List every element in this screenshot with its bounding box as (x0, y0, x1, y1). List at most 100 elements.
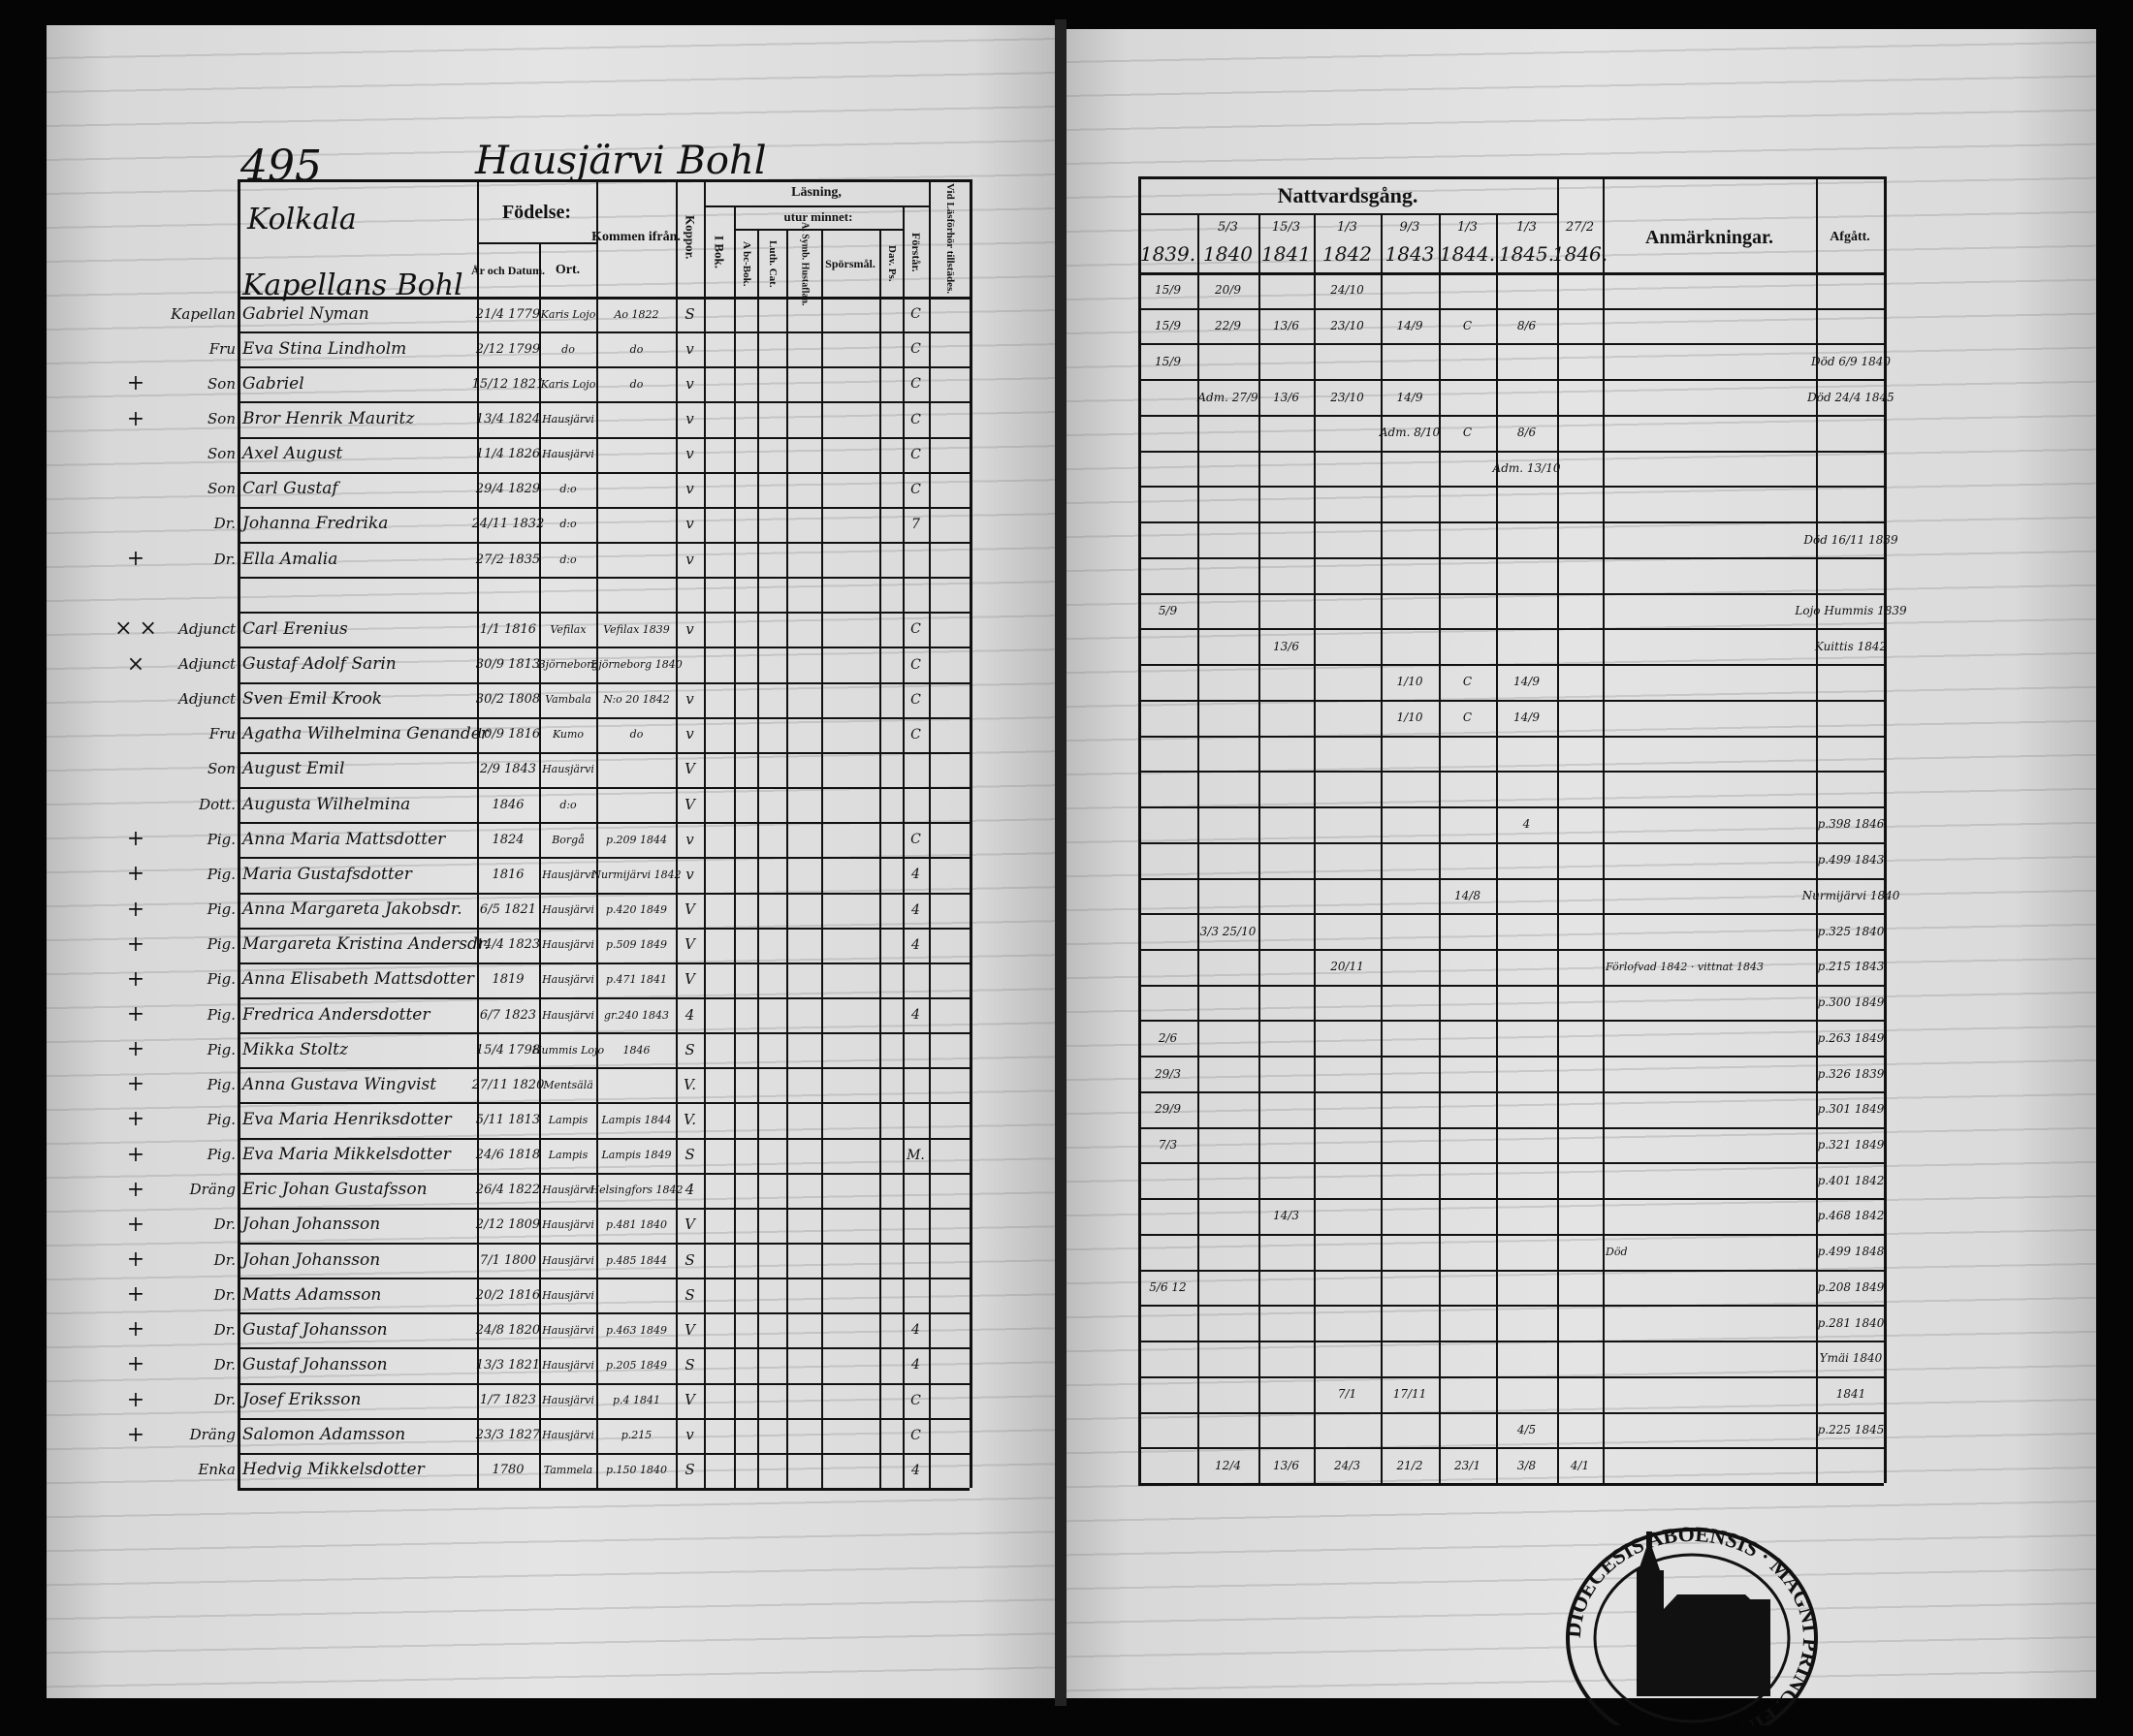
person-name: Hedvig Mikkelsdotter (242, 1460, 425, 1480)
birth-date: 30/2 1808 (475, 692, 541, 708)
understands-mark (903, 1173, 929, 1208)
margin-mark: + (126, 862, 145, 887)
communion-entry (1496, 593, 1557, 629)
diocese-seal-stamp: DIOECESIS ABOENSIS · MAGNI PRINC. FINL. (1561, 1522, 1823, 1725)
communion-entry: Adm. 27/9 (1197, 390, 1258, 404)
understands-mark: 4 (911, 1357, 920, 1373)
column-rule (970, 179, 972, 1488)
communion-entry (1138, 628, 1197, 664)
moved-from: p.150 1840 (605, 1464, 668, 1477)
communion-entry (1557, 1305, 1603, 1341)
header-afgatt: Afgått. (1830, 229, 1870, 244)
column-rule (1603, 176, 1605, 1483)
smallpox-mark: v (685, 550, 694, 568)
communion-year-header: 1844. (1439, 242, 1496, 266)
communion-entry (1258, 557, 1314, 593)
communion-entry (1314, 842, 1381, 878)
person-name: Johan Johansson (242, 1249, 381, 1270)
communion-entry (1138, 913, 1197, 949)
communion-entry (1381, 272, 1439, 308)
communion-entry (1557, 343, 1603, 379)
communion-entry (1496, 985, 1557, 1021)
moved-from: p.4 1841 (612, 1394, 661, 1407)
birth-place: Tammela (543, 1464, 593, 1477)
communion-entry (1557, 664, 1603, 700)
smallpox-mark: V (684, 795, 695, 813)
communion-entry (1439, 1341, 1496, 1376)
communion-entry (1197, 557, 1258, 593)
departure-entry: p.401 1842 (1817, 1173, 1885, 1187)
communion-entry (1197, 1020, 1258, 1056)
margin-mark: × (126, 651, 145, 677)
understands-mark: 4 (911, 1462, 920, 1478)
communion-entry (1381, 1412, 1439, 1448)
margin-mark: + (126, 406, 145, 431)
communion-entry (1314, 736, 1381, 772)
remark (1606, 1412, 1813, 1448)
margin-mark (116, 507, 155, 542)
household-role: Dr. (213, 1285, 236, 1304)
communion-entry (1258, 878, 1314, 914)
birth-date: 21/4 1779 (475, 306, 541, 322)
departure-entry: p.208 1849 (1817, 1279, 1885, 1294)
communion-entry (1496, 1127, 1557, 1163)
person-name: Gustaf Johansson (242, 1354, 388, 1374)
birth-date: 14/4 1823 (475, 937, 541, 953)
communion-year-header: 1846. (1551, 242, 1608, 266)
smallpox-mark: V. (684, 1110, 696, 1128)
communion-entry (1138, 1234, 1197, 1270)
communion-entry (1496, 1234, 1557, 1270)
communion-entry (1496, 628, 1557, 664)
row-rule (1138, 1127, 1884, 1129)
communion-entry: 1/10 (1396, 675, 1423, 689)
communion-entry (1314, 771, 1381, 806)
row-rule (238, 1067, 970, 1069)
person-name: Anna Maria Mattsdotter (242, 829, 446, 849)
communion-entry: 29/9 (1155, 1102, 1181, 1117)
communion-entry (1258, 272, 1314, 308)
birth-place: Hausjärvi (542, 1429, 594, 1442)
departure-entry: p.281 1840 (1817, 1315, 1885, 1330)
household-role: Son (207, 760, 236, 778)
row-rule (1138, 771, 1884, 773)
row-rule (1138, 1234, 1884, 1236)
communion-entry (1496, 1341, 1557, 1376)
remark (1606, 1198, 1813, 1234)
row-rule (238, 1278, 970, 1279)
moved-from: p.481 1840 (605, 1218, 668, 1232)
remark: Förlofvad 1842 · vittnat 1843 (1606, 960, 1765, 973)
household-role: Pig. (207, 900, 236, 919)
household-role: Pig. (207, 1075, 236, 1093)
household-role: Pig. (207, 1005, 236, 1024)
section-heading: Kapellans Bohl (242, 268, 463, 302)
communion-entry (1258, 1376, 1314, 1412)
household-role: Dr. (213, 1250, 236, 1269)
communion-entry (1138, 878, 1197, 914)
communion-entry (1314, 806, 1381, 842)
row-rule (238, 717, 970, 719)
communion-entry (1439, 1305, 1496, 1341)
book-gutter (1055, 19, 1066, 1706)
margin-mark (116, 787, 155, 822)
communion-entry (1439, 557, 1496, 593)
departure-entry: Död 16/11 1839 (1803, 532, 1898, 547)
understands-mark: 7 (911, 516, 920, 532)
communion-entry (1138, 736, 1197, 772)
household-role: Pig. (207, 1040, 236, 1058)
household-role: Adjunct (178, 690, 236, 709)
margin-mark (116, 1453, 155, 1488)
understands-mark: C (910, 621, 921, 638)
remark (1606, 521, 1813, 557)
remark (1606, 272, 1813, 308)
birth-place: Hausjärvi (542, 413, 594, 426)
communion-entry (1496, 1091, 1557, 1127)
communion-entry (1314, 628, 1381, 664)
person-name: Eva Stina Lindholm (242, 338, 407, 359)
understands-mark: C (910, 832, 921, 848)
smallpox-mark: v (685, 445, 694, 463)
margin-mark (116, 297, 155, 331)
communion-entry (1496, 1020, 1557, 1056)
header-utur-minnet: utur minnet: (783, 209, 853, 225)
communion-entry (1557, 1127, 1603, 1163)
row-rule (238, 1418, 970, 1420)
